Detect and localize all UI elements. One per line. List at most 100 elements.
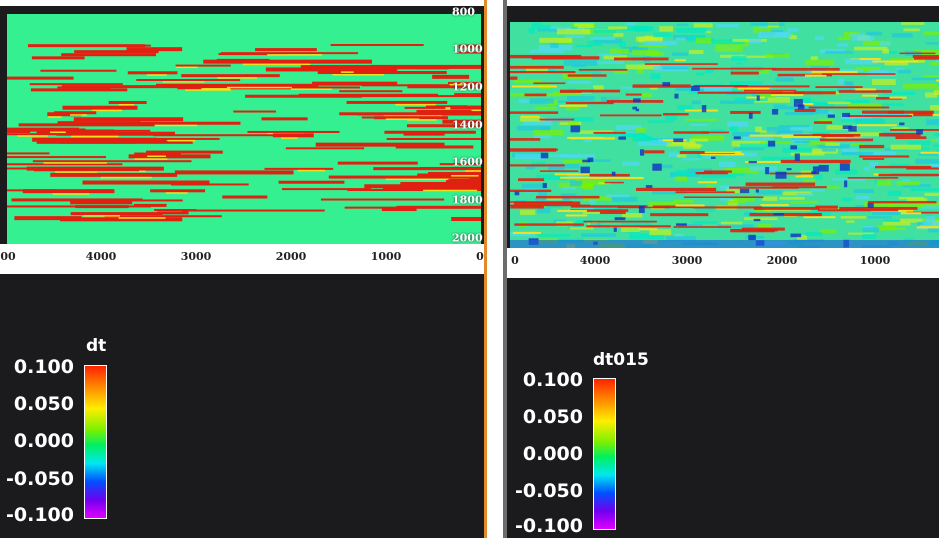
left-x-tick: 0 (476, 250, 484, 263)
right-x-tick: 1000 (859, 254, 891, 267)
section-streak (233, 110, 276, 113)
section-streak (465, 169, 481, 172)
section-streak (632, 106, 637, 110)
section-streak (674, 93, 679, 99)
section-streak (845, 220, 855, 223)
section-streak (933, 144, 939, 148)
section-streak (126, 47, 183, 52)
section-streak (696, 153, 706, 159)
section-streak (590, 36, 616, 41)
section-streak (565, 101, 614, 105)
section-streak (597, 53, 622, 56)
section-streak (593, 30, 617, 34)
section-streak (432, 74, 470, 79)
section-streak (733, 196, 755, 202)
right-viewer-panel[interactable]: 0 4000 3000 2000 1000 dt015 0.100 0.050 … (503, 0, 939, 538)
section-streak (50, 131, 66, 134)
section-streak (385, 178, 449, 181)
section-streak (692, 221, 717, 224)
section-streak (510, 65, 564, 69)
section-streak (847, 103, 883, 110)
section-streak (787, 28, 799, 32)
section-streak (757, 93, 777, 98)
section-streak (935, 57, 939, 64)
section-streak (846, 81, 854, 86)
section-streak (632, 84, 691, 88)
section-streak (929, 163, 939, 169)
section-streak (743, 89, 797, 92)
section-streak (267, 54, 323, 56)
section-streak (789, 35, 797, 40)
section-streak (786, 126, 813, 131)
section-streak (511, 85, 558, 88)
section-streak (771, 108, 779, 115)
section-streak (615, 133, 645, 136)
section-streak (914, 57, 939, 60)
section-streak (677, 104, 693, 110)
section-streak (92, 109, 123, 112)
section-streak (862, 227, 880, 233)
section-streak (510, 240, 939, 248)
section-streak (531, 56, 600, 60)
section-streak (632, 135, 652, 142)
left-viewer-panel[interactable]: 800 1000 1200 1400 1600 1800 2000 00 400… (0, 0, 487, 538)
section-streak (891, 127, 909, 130)
section-streak (339, 90, 403, 93)
section-streak (916, 129, 923, 135)
section-streak (845, 136, 872, 140)
section-streak (261, 117, 308, 121)
section-streak (692, 67, 776, 70)
section-streak (583, 198, 592, 201)
section-streak (923, 31, 939, 35)
section-streak (104, 215, 222, 218)
section-streak (578, 68, 628, 71)
right-seismic-section[interactable] (510, 22, 939, 248)
section-streak (608, 26, 628, 30)
section-streak (910, 188, 939, 192)
section-streak (285, 147, 365, 150)
section-streak (556, 28, 591, 35)
section-streak (637, 140, 669, 146)
section-streak (636, 187, 717, 192)
section-streak (687, 168, 713, 174)
left-x-tick: 3000 (180, 250, 212, 263)
section-streak (749, 38, 762, 44)
section-streak (729, 126, 738, 132)
section-streak (896, 181, 920, 186)
section-streak (811, 189, 825, 192)
left-y-tick: 800 (452, 5, 475, 19)
section-streak (403, 132, 445, 136)
section-streak (554, 173, 590, 176)
left-seismic-section[interactable] (7, 14, 481, 244)
section-streak (364, 184, 481, 189)
section-streak (330, 44, 424, 47)
section-streak (803, 216, 836, 219)
section-streak (649, 229, 672, 236)
section-streak (73, 117, 184, 122)
section-streak (593, 131, 626, 134)
section-streak (936, 79, 939, 82)
section-streak (819, 138, 874, 142)
section-streak (593, 176, 644, 179)
section-streak (762, 196, 778, 201)
section-streak (652, 163, 662, 171)
section-streak (761, 156, 794, 161)
section-streak (533, 134, 552, 139)
section-streak (11, 198, 143, 202)
left-colorbar-title: dt (86, 336, 107, 356)
section-streak (47, 116, 62, 118)
section-streak (340, 71, 354, 73)
section-streak (442, 119, 481, 124)
section-streak (588, 199, 597, 204)
section-streak (696, 172, 728, 175)
section-streak (861, 151, 896, 157)
section-streak (826, 125, 858, 130)
section-streak (128, 154, 211, 159)
section-streak (446, 178, 481, 183)
section-streak (536, 174, 567, 181)
section-streak (540, 152, 549, 159)
section-streak (625, 22, 637, 26)
section-streak (559, 104, 588, 107)
section-streak (563, 60, 598, 66)
section-streak (887, 110, 934, 114)
